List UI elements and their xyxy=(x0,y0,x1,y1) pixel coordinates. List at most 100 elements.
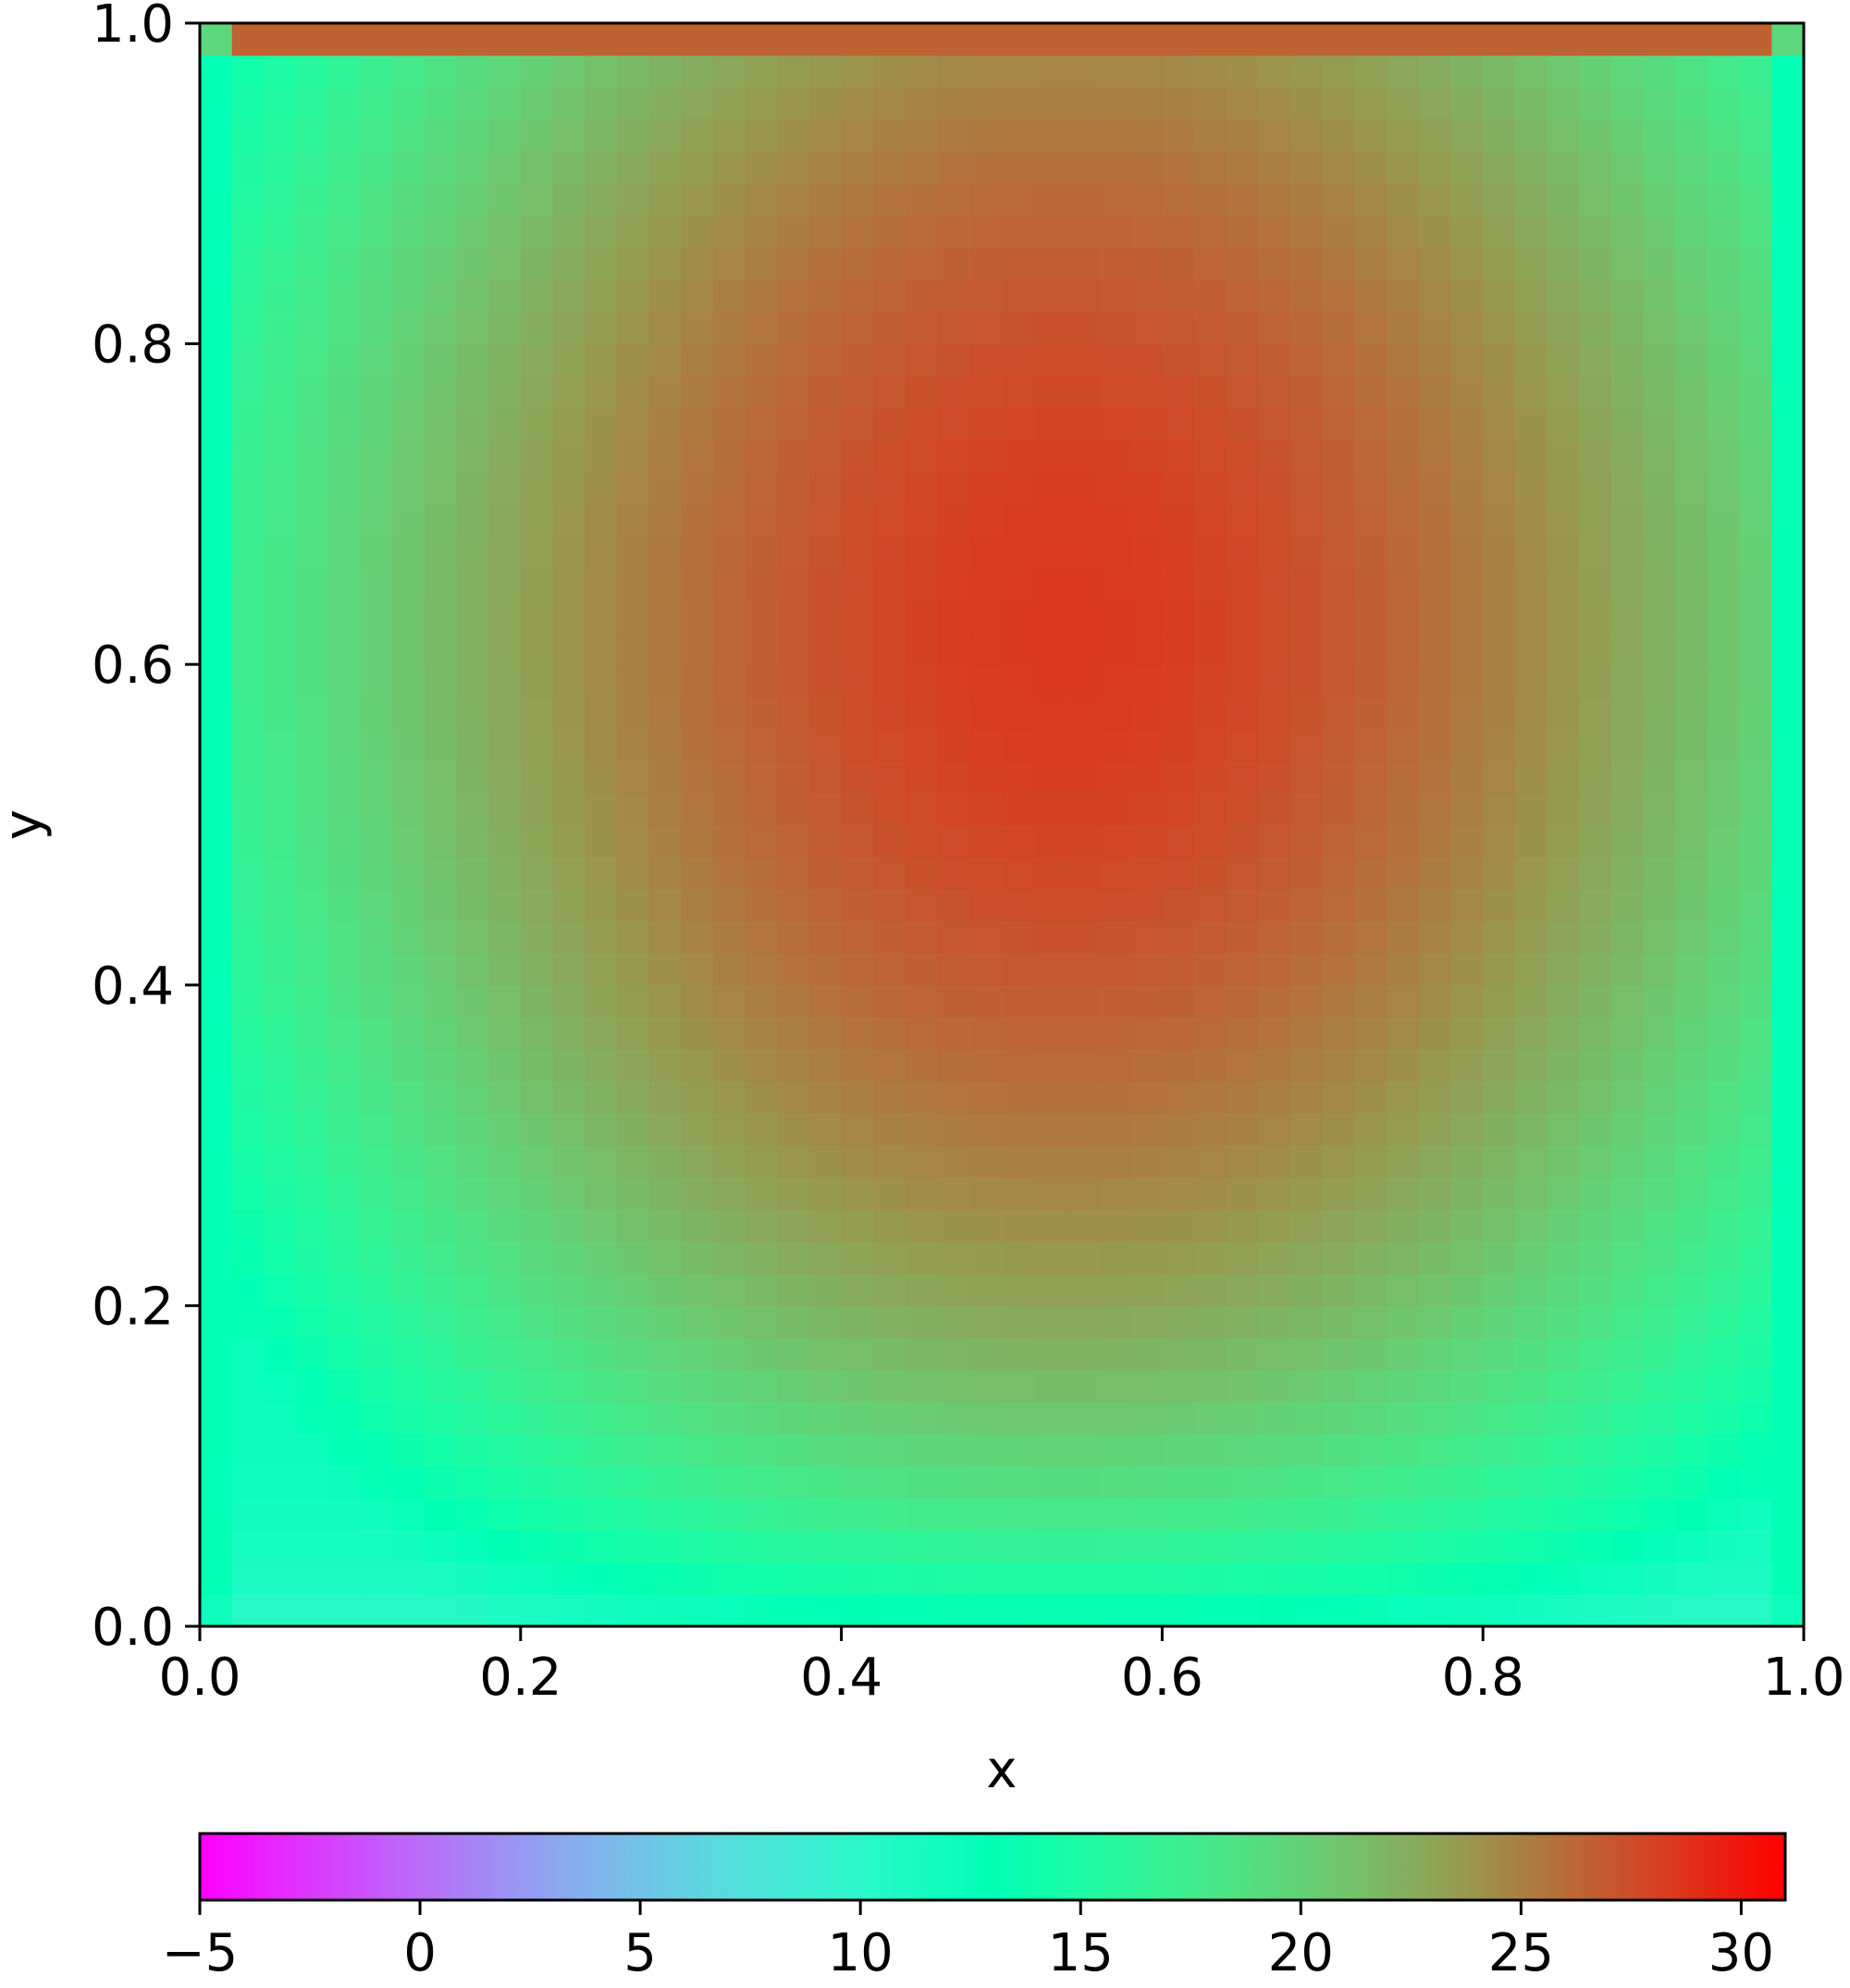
heatmap-cell xyxy=(1450,1530,1484,1563)
heatmap-cell xyxy=(648,376,682,409)
heatmap-cell xyxy=(392,311,426,345)
heatmap-cell xyxy=(969,1049,1003,1082)
heatmap-cell xyxy=(1739,439,1772,473)
heatmap-cell xyxy=(1739,1177,1772,1211)
heatmap-cell xyxy=(424,1113,458,1146)
heatmap-cell xyxy=(841,984,874,1019)
heatmap-cell xyxy=(520,1177,554,1211)
heatmap-cell xyxy=(1643,760,1676,794)
heatmap-cell xyxy=(1162,568,1195,601)
heatmap-cell xyxy=(585,439,618,473)
heatmap-cell xyxy=(777,1594,810,1627)
heatmap-cell xyxy=(1579,1401,1612,1435)
heatmap-cell xyxy=(1450,696,1484,730)
heatmap-cell xyxy=(1418,1049,1452,1082)
heatmap-cell xyxy=(841,343,874,377)
heatmap-cell xyxy=(360,1273,393,1306)
heatmap-cell xyxy=(1579,376,1612,409)
heatmap-cell xyxy=(488,472,522,505)
heatmap-cell xyxy=(392,1241,426,1275)
heatmap-cell xyxy=(296,760,329,794)
heatmap-cell xyxy=(520,472,554,505)
heatmap-cell xyxy=(424,696,458,730)
heatmap-cell xyxy=(616,632,650,665)
heatmap-cell xyxy=(1771,1434,1805,1467)
heatmap-cell xyxy=(1450,118,1484,153)
heatmap-cell xyxy=(1547,439,1580,473)
heatmap-cell xyxy=(937,1273,970,1306)
heatmap-cell xyxy=(1290,118,1324,153)
x-axis: 0.0 0.2 0.4 0.6 0.8 1.0 xyxy=(158,1626,1845,1708)
heatmap-cell xyxy=(1066,664,1099,698)
heatmap-cell xyxy=(1002,1273,1035,1306)
heatmap-cell xyxy=(1547,920,1580,954)
heatmap-cell xyxy=(456,215,489,249)
heatmap-cell xyxy=(1066,215,1099,249)
heatmap-cell xyxy=(777,1465,810,1499)
heatmap-cell xyxy=(424,247,458,280)
heatmap-cell xyxy=(327,728,361,761)
heatmap-cell xyxy=(424,215,458,249)
heatmap-cell xyxy=(456,311,489,345)
heatmap-cell xyxy=(1002,1209,1035,1242)
heatmap-cell xyxy=(777,439,810,473)
heatmap-cell xyxy=(1483,311,1516,345)
heatmap-cell xyxy=(712,1434,746,1467)
heatmap-cell xyxy=(808,857,843,890)
heatmap-cell xyxy=(808,1498,843,1531)
heatmap-cell xyxy=(648,888,682,922)
heatmap-cell xyxy=(200,888,233,922)
heatmap-cell xyxy=(1579,215,1612,249)
heatmap-cell xyxy=(648,1594,682,1627)
heatmap-cell xyxy=(1643,568,1676,601)
heatmap-cell xyxy=(969,55,1003,88)
heatmap-cell xyxy=(424,343,458,377)
heatmap-cell xyxy=(1098,55,1131,88)
heatmap-cell xyxy=(360,599,393,634)
heatmap-cell xyxy=(905,1338,939,1371)
heatmap-cell xyxy=(1354,1113,1388,1146)
heatmap-cell xyxy=(1226,632,1260,665)
heatmap-cell xyxy=(1579,1594,1612,1627)
heatmap-cell xyxy=(1162,1017,1195,1050)
heatmap-cell xyxy=(1322,1465,1356,1499)
heatmap-cell xyxy=(1322,503,1356,537)
heatmap-cell xyxy=(1098,664,1131,698)
heatmap-cell xyxy=(1739,247,1772,280)
heatmap-cell xyxy=(1258,664,1291,698)
heatmap-cell xyxy=(1514,1305,1548,1339)
heatmap-cell xyxy=(360,824,393,858)
heatmap-cell xyxy=(1033,792,1067,826)
heatmap-cell xyxy=(360,215,393,249)
heatmap-cell xyxy=(392,664,426,698)
heatmap-cell xyxy=(552,984,586,1019)
heatmap-cell xyxy=(1322,407,1356,441)
heatmap-cell xyxy=(1675,55,1708,88)
heatmap-cell xyxy=(745,1145,778,1179)
heatmap-cell xyxy=(360,536,393,569)
heatmap-cell xyxy=(264,87,297,120)
heatmap-cell xyxy=(520,1465,554,1499)
heatmap-cell xyxy=(360,857,393,890)
heatmap-cell xyxy=(1483,1498,1516,1531)
heatmap-cell xyxy=(777,760,810,794)
heatmap-cell xyxy=(1643,503,1676,537)
heatmap-cell xyxy=(1610,632,1645,665)
heatmap-cell xyxy=(1675,696,1708,730)
heatmap-cell xyxy=(777,599,810,634)
heatmap-cell xyxy=(1129,792,1163,826)
heatmap-cell xyxy=(200,1273,233,1306)
heatmap-cell xyxy=(296,888,329,922)
heatmap-cell xyxy=(1579,792,1612,826)
heatmap-cell xyxy=(585,1562,618,1595)
heatmap-cell xyxy=(1258,632,1291,665)
heatmap-cell xyxy=(777,1049,810,1082)
heatmap-cell xyxy=(1129,439,1163,473)
heatmap-cell xyxy=(1002,1369,1035,1402)
heatmap-cell xyxy=(1450,1017,1484,1050)
heatmap-cell xyxy=(1675,472,1708,505)
heatmap-cell xyxy=(1643,279,1676,313)
heatmap-cell xyxy=(200,1080,233,1115)
heatmap-cell xyxy=(1194,792,1227,826)
heatmap-cell xyxy=(1290,1369,1324,1402)
